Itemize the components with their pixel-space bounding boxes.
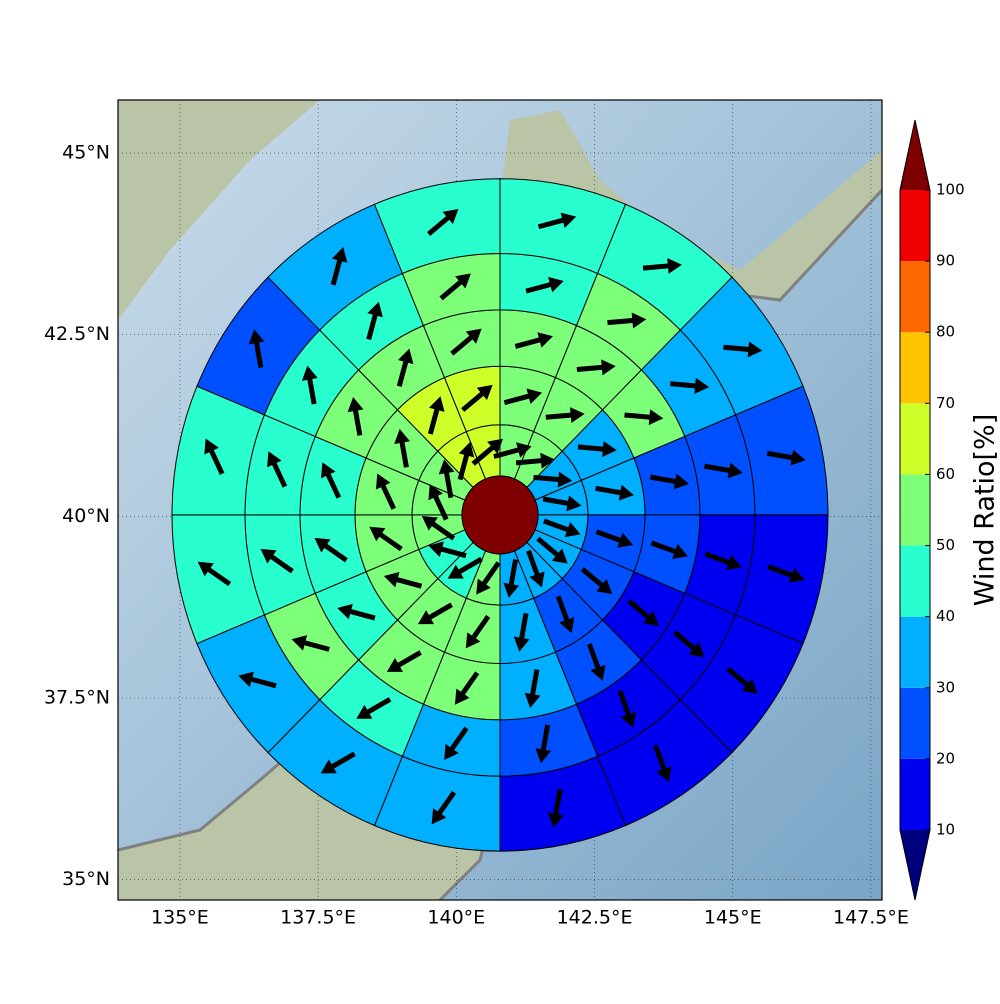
colorbar-band [900,546,930,617]
colorbar: 10 20 30 40 50 60 70 80 90 100 [900,120,965,900]
x-tick-label: 145°E [704,907,762,929]
colorbar-band [900,261,930,332]
colorbar-band [900,474,930,545]
colorbar-over [900,120,930,190]
colorbar-band [900,332,930,403]
center-circle [462,476,538,554]
colorbar-tick-label: 70 [936,394,955,412]
colorbar-tick-label: 80 [936,323,955,341]
y-tick-label: 37.5°N [44,687,110,709]
y-tick-label: 40°N [62,505,110,527]
y-tick-label: 35°N [62,868,110,890]
y-tick-label: 45°N [62,142,110,164]
colorbar-tick-label: 40 [936,607,955,625]
colorbar-tick-label: 90 [936,252,955,270]
x-tick-label: 147.5°E [833,907,909,929]
sectors [172,179,828,851]
colorbar-band [900,688,930,759]
colorbar-under [900,830,930,900]
x-tick-label: 135°E [151,907,209,929]
colorbar-band [900,759,930,830]
x-tick-label: 140°E [427,907,485,929]
y-tick-label: 42.5°N [44,323,110,345]
colorbar-band [900,403,930,474]
colorbar-tick-label: 10 [936,821,955,839]
x-tick-label: 137.5°E [280,907,356,929]
colorbar-band [900,617,930,688]
colorbar-tick-label: 60 [936,465,955,483]
colorbar-tick-label: 30 [936,678,955,696]
colorbar-tick-label: 20 [936,749,955,767]
colorbar-tick-label: 100 [936,181,965,199]
x-tick-label: 142.5°E [557,907,633,929]
colorbar-tick-label: 50 [936,536,955,554]
colorbar-label: Wind Ratio[%] [970,414,1000,606]
colorbar-band [900,190,930,261]
